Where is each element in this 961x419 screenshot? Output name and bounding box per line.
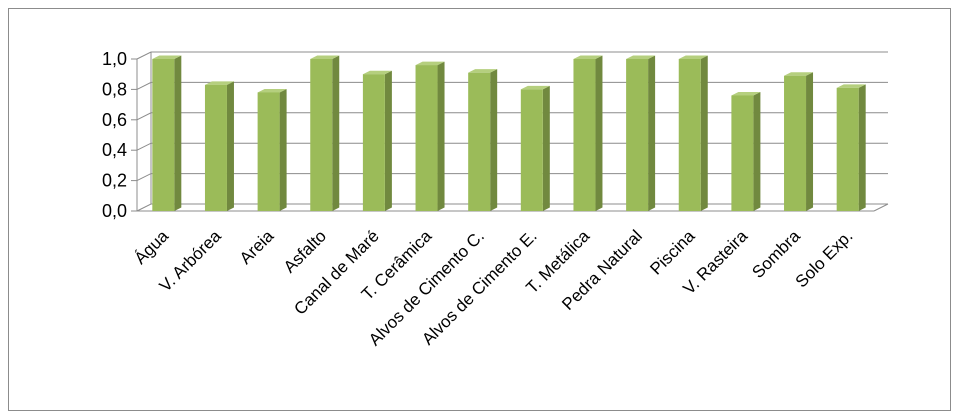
bar-front — [626, 59, 649, 211]
y-tick-label: 0,8 — [102, 79, 127, 99]
bar — [310, 55, 340, 211]
bar-front — [362, 74, 385, 211]
bar-front — [257, 92, 280, 211]
bar-side — [542, 85, 550, 211]
y-tick-label: 0,4 — [102, 140, 127, 160]
bar-side — [858, 84, 866, 211]
bar — [257, 88, 287, 211]
bar — [520, 85, 550, 211]
bar-front — [204, 84, 227, 211]
bar-front — [468, 72, 491, 212]
bar-side — [806, 72, 814, 211]
bar-front — [520, 89, 543, 211]
gridline — [136, 51, 888, 60]
x-tick-label: Asfalto — [280, 226, 330, 276]
x-tick-label: Piscina — [646, 226, 699, 279]
bar — [152, 55, 182, 211]
y-tick-label: 0,6 — [102, 110, 127, 130]
bar-front — [310, 59, 333, 211]
gridlines — [136, 51, 888, 212]
x-tick-label: Solo Exp. — [792, 226, 857, 291]
gridline — [136, 112, 888, 121]
bar-top — [362, 70, 392, 75]
bar-side — [279, 88, 287, 211]
bar-side — [648, 55, 656, 211]
bar-front — [731, 95, 754, 211]
gridline — [136, 173, 888, 182]
bar-top — [204, 81, 234, 85]
bar-top — [257, 88, 287, 93]
bar-side — [753, 91, 761, 211]
bars — [152, 55, 866, 212]
bar — [204, 81, 234, 211]
bar-front — [836, 87, 859, 211]
bar-top — [152, 55, 182, 59]
bar-top — [520, 85, 550, 90]
bar-top — [836, 84, 866, 88]
bar-side — [174, 55, 182, 211]
bar — [573, 55, 603, 211]
bar-top — [678, 55, 708, 59]
x-tick-label: Areia — [236, 226, 278, 268]
bar-front — [784, 75, 807, 211]
bar-top — [573, 55, 603, 59]
bar-top — [310, 55, 340, 59]
bar-side — [332, 55, 340, 211]
bar-front — [573, 59, 596, 211]
floor-edge — [873, 203, 889, 212]
bar — [731, 91, 761, 211]
bar-side — [384, 70, 392, 211]
bar — [626, 55, 656, 211]
bar — [362, 70, 392, 211]
bar-top — [784, 72, 814, 76]
bar — [678, 55, 708, 211]
bar — [784, 72, 814, 211]
y-tick-labels: 0,0 0,2 0,4 0,6 0,8 1,0 — [102, 49, 127, 221]
bar-top — [731, 91, 761, 96]
bar-side — [595, 55, 603, 211]
bar — [836, 84, 866, 211]
gridline — [136, 81, 888, 90]
bar-side — [437, 61, 445, 211]
bar-top — [415, 61, 445, 66]
x-tick-label: Água — [131, 226, 173, 268]
bar — [415, 61, 445, 211]
bar — [468, 69, 498, 212]
gridline — [136, 203, 888, 212]
y-tick-label: 0,2 — [102, 171, 127, 191]
y-tick-label: 1,0 — [102, 49, 127, 69]
bar-front — [415, 65, 438, 211]
axes — [131, 52, 889, 212]
bar-front — [152, 59, 175, 211]
bar-side — [700, 55, 708, 211]
bar-top — [626, 55, 656, 59]
bar-front — [678, 59, 701, 211]
bar-side — [226, 81, 234, 211]
bar-side — [490, 69, 498, 212]
bar-top — [468, 69, 498, 73]
y-tick-label: 0,0 — [102, 201, 127, 221]
gridline — [136, 142, 888, 151]
